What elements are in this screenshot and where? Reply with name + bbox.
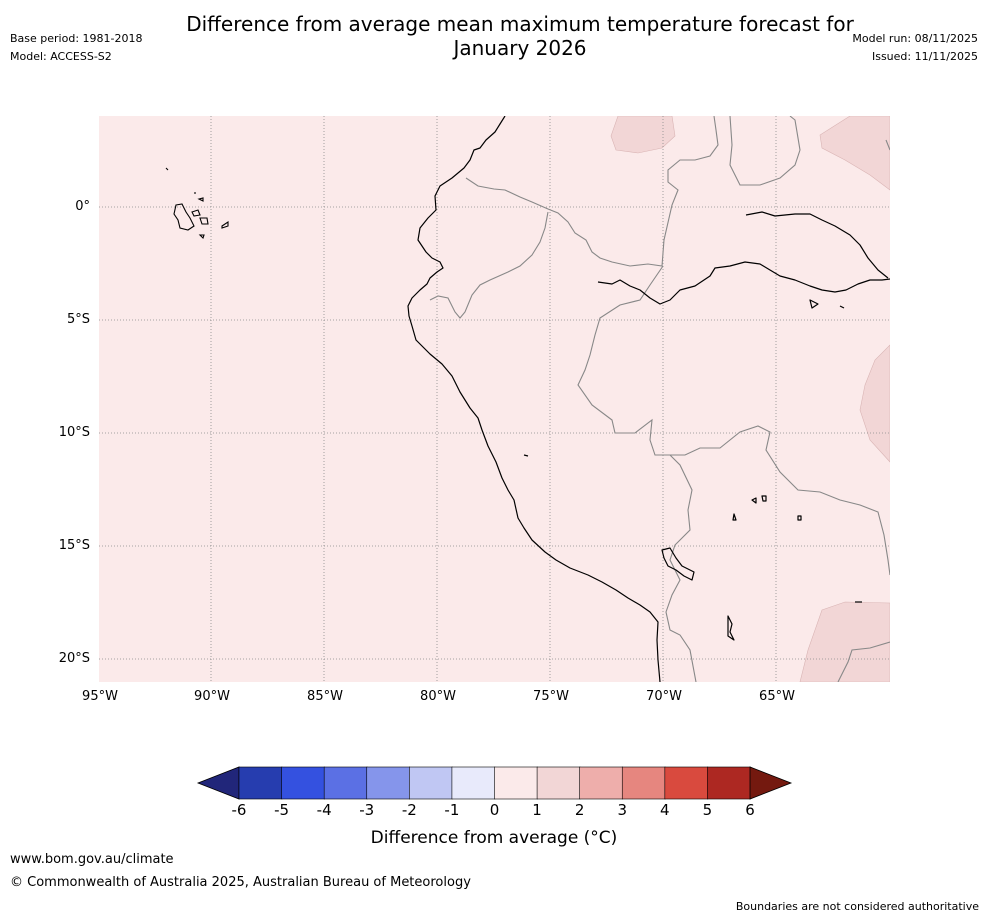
colorbar-tick-label: 6 xyxy=(745,801,755,819)
title-line-2: January 2026 xyxy=(453,36,587,60)
colorbar-bin-5-to-6 xyxy=(707,766,751,800)
colorbar-bin--5-to--4 xyxy=(281,766,325,800)
lon-label-70w: 70°W xyxy=(646,689,682,704)
lat-label-0: 0° xyxy=(75,199,90,214)
colorbar-tick-label: -5 xyxy=(274,801,290,819)
lat-label-20s: 20°S xyxy=(58,651,90,666)
colorbar-bin-3-to-4 xyxy=(621,766,666,800)
anomaly-patch-northeast xyxy=(819,116,890,191)
meta-right: Model run: 08/11/2025 Issued: 11/11/2025 xyxy=(852,32,978,68)
colorbar-tick-label: 5 xyxy=(702,801,713,819)
graticule xyxy=(99,116,890,682)
colorbar-tick-label: -1 xyxy=(444,801,460,819)
anomaly-patch-north xyxy=(610,116,676,154)
footer-url[interactable]: www.bom.gov.au/climate xyxy=(10,852,174,867)
colorbar-bin-4-to-5 xyxy=(664,766,709,800)
footer-copyright: © Commonwealth of Australia 2025, Austra… xyxy=(10,875,471,890)
map-title: Difference from average mean maximum tem… xyxy=(0,12,988,60)
base-period: Base period: 1981-2018 xyxy=(10,32,143,45)
lon-label-65w: 65°W xyxy=(759,689,795,704)
colorbar xyxy=(196,766,793,800)
colorbar-extend-low xyxy=(196,766,240,800)
coastline xyxy=(407,116,890,682)
colorbar-tick-label: -2 xyxy=(401,801,417,819)
colorbar-bin-2-to-3 xyxy=(579,766,623,800)
lon-label-95w: 95°W xyxy=(82,689,118,704)
colorbar-extend-high xyxy=(749,766,793,800)
anomaly-patch-southeast xyxy=(799,601,890,682)
issued-date: Issued: 11/11/2025 xyxy=(871,50,978,63)
colorbar-tick-label: 3 xyxy=(617,801,628,819)
colorbar-bin--6-to--5 xyxy=(238,766,283,800)
colorbar-bin--1-to-0 xyxy=(451,766,496,800)
colorbar-tick-label: 2 xyxy=(574,801,585,819)
lon-label-85w: 85°W xyxy=(307,689,343,704)
colorbar-tick-label: 4 xyxy=(660,801,670,819)
lon-label-80w: 80°W xyxy=(420,689,456,704)
colorbar-tick-label: -6 xyxy=(231,801,247,819)
colorbar-tick-label: -3 xyxy=(359,801,375,819)
colorbar-tick-label: -4 xyxy=(316,801,332,819)
colorbar-bin-0-to-1 xyxy=(494,766,538,800)
lat-label-10s: 10°S xyxy=(58,425,90,440)
lon-label-90w: 90°W xyxy=(194,689,230,704)
lon-label-75w: 75°W xyxy=(533,689,569,704)
footer-disclaimer: Boundaries are not considered authoritat… xyxy=(735,900,979,913)
colorbar-bin-1-to-2 xyxy=(536,766,581,800)
anomaly-background xyxy=(99,116,890,682)
model-name: Model: ACCESS-S2 xyxy=(10,50,112,63)
colorbar-bin--2-to--1 xyxy=(409,766,453,800)
colorbar-title: Difference from average (°C) xyxy=(370,828,618,848)
colorbar-bin--3-to--2 xyxy=(366,766,411,800)
country-borders xyxy=(429,116,890,682)
lat-label-5s: 5°S xyxy=(66,312,90,327)
colorbar-bin--4-to--3 xyxy=(323,766,368,800)
lat-label-15s: 15°S xyxy=(58,538,90,553)
colorbar-tick-label: 1 xyxy=(532,801,542,819)
meta-left: Base period: 1981-2018 Model: ACCESS-S2 xyxy=(10,32,142,68)
colorbar-tick-label: 0 xyxy=(489,801,500,819)
model-run: Model run: 08/11/2025 xyxy=(852,32,978,45)
title-line-1: Difference from average mean maximum tem… xyxy=(186,12,854,36)
galapagos-islands xyxy=(165,167,229,240)
